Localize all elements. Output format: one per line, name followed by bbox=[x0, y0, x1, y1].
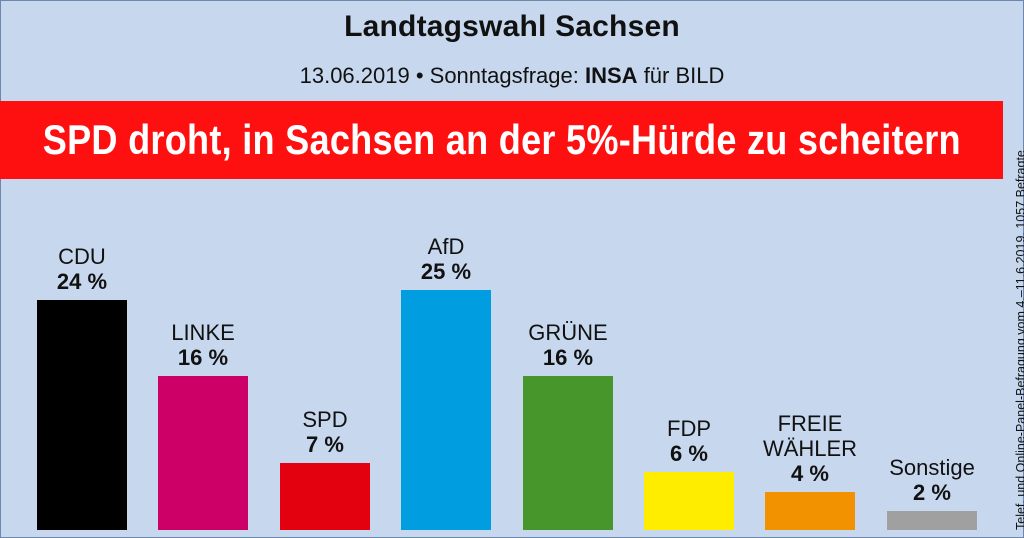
subtitle-institute: INSA bbox=[585, 63, 638, 88]
party-name: SPD bbox=[302, 407, 348, 432]
bar-spd bbox=[280, 463, 370, 530]
bar-label: AfD 25 % bbox=[381, 234, 511, 284]
party-name: CDU bbox=[58, 244, 106, 269]
party-name: FREIE bbox=[777, 411, 843, 436]
value-label: 24 % bbox=[56, 269, 108, 294]
party-name: WÄHLER bbox=[762, 436, 858, 461]
bar-label: GRÜNE 16 % bbox=[503, 320, 633, 370]
bar-label: FREIE WÄHLER 4 % bbox=[745, 411, 875, 486]
party-name: FDP bbox=[667, 416, 711, 441]
value-label: 7 % bbox=[306, 432, 344, 457]
value-label: 2 % bbox=[913, 480, 951, 505]
party-name: Sonstige bbox=[889, 455, 975, 480]
value-label: 16 % bbox=[542, 345, 594, 370]
subtitle-date: 13.06.2019 • Sonntagsfrage: bbox=[299, 63, 579, 88]
value-label: 16 % bbox=[177, 345, 229, 370]
chart-subtitle: 13.06.2019 • Sonntagsfrage: INSA für BIL… bbox=[0, 63, 1024, 89]
bar-afd bbox=[401, 290, 491, 530]
subtitle-source: für BILD bbox=[643, 63, 725, 88]
party-name: AfD bbox=[427, 234, 465, 259]
bar-label: FDP 6 % bbox=[624, 416, 754, 466]
bar-cdu bbox=[37, 300, 127, 530]
bar-label: LINKE 16 % bbox=[138, 320, 268, 370]
bar-freie-wähler bbox=[765, 492, 855, 530]
bar-sonstige bbox=[887, 511, 977, 530]
value-label: 4 % bbox=[791, 461, 829, 486]
headline-banner: SPD droht, in Sachsen an der 5%-Hürde zu… bbox=[0, 101, 1003, 179]
bar-linke bbox=[158, 376, 248, 530]
bar-fdp bbox=[644, 472, 734, 530]
bar-label: CDU 24 % bbox=[17, 244, 147, 294]
party-name: LINKE bbox=[171, 320, 235, 345]
bar-label: SPD 7 % bbox=[260, 407, 390, 457]
value-label: 6 % bbox=[670, 441, 708, 466]
bar-grüne bbox=[523, 376, 613, 530]
survey-note: Telef. und Online-Panel-Befragung vom 4.… bbox=[1014, 150, 1024, 530]
headline-text: SPD droht, in Sachsen an der 5%-Hürde zu… bbox=[42, 116, 961, 163]
value-label: 25 % bbox=[420, 259, 472, 284]
chart-title: Landtagswahl Sachsen bbox=[344, 10, 680, 43]
party-name: GRÜNE bbox=[528, 320, 608, 345]
bar-label: Sonstige 2 % bbox=[867, 455, 997, 505]
